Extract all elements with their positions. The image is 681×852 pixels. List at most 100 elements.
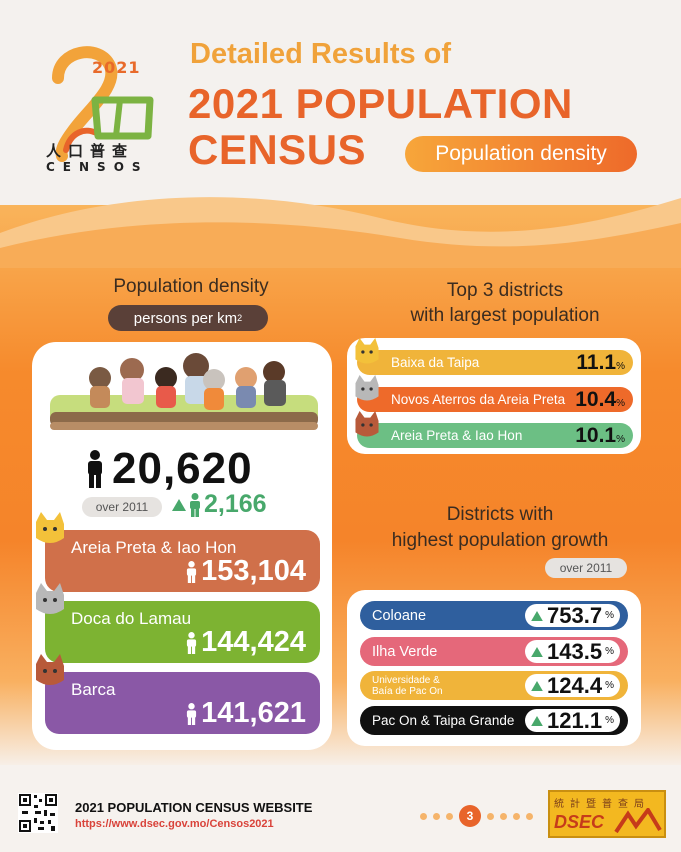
logo-censos-text: CENSOS: [46, 160, 149, 174]
growth-district-name: Coloane: [372, 607, 427, 624]
website-url-link[interactable]: https://www.dsec.gov.mo/Censos2021: [75, 818, 274, 830]
density-unit: persons per km: [133, 309, 238, 327]
up-arrow-icon: [531, 715, 543, 726]
top3-district-name: Baixa da Taipa: [391, 355, 480, 370]
qr-code[interactable]: [18, 793, 58, 833]
district-value: 153,104: [201, 555, 306, 587]
density-total-row: 20,620: [86, 444, 253, 494]
district-name: Barca: [71, 680, 116, 699]
page-dot: [446, 812, 453, 820]
person-icon: [187, 560, 197, 583]
district-value: 141,621: [201, 697, 306, 729]
density-title: Population density: [113, 276, 269, 297]
dsec-logo: 統計暨普查局 DSEC: [548, 790, 666, 838]
person-icon: [190, 492, 200, 517]
top3-title-line-1: Top 3 districts: [446, 280, 564, 301]
topic-pill: Population density: [405, 136, 637, 172]
density-over-label: over 2011: [82, 497, 162, 517]
growth-unit: %: [605, 680, 614, 691]
growth-value-box: 143.5%: [525, 638, 620, 664]
growth-title-line-2: highest population growth: [391, 530, 609, 551]
top3-value-row: 10.1%: [575, 424, 625, 448]
growth-bar: Universidade & Baía de Pac On 124.4%: [360, 671, 628, 700]
page-dot: [420, 812, 427, 820]
cat-icon: [36, 583, 64, 614]
growth-unit: %: [605, 610, 614, 621]
up-arrow-icon: [531, 610, 543, 621]
density-increase-row: 2,166: [172, 490, 267, 519]
growth-district-name-line-2: Baía de Pac On: [372, 685, 443, 697]
growth-value-box: 753.7%: [525, 602, 620, 628]
top3-title-line-2: with largest population: [410, 305, 600, 326]
page-indicator: 3: [420, 805, 533, 827]
growth-value: 121.1: [547, 707, 603, 733]
growth-unit: %: [605, 715, 614, 726]
top3-value: 10.4: [575, 387, 617, 411]
dsec-logo-chinese: 統計暨普查局: [554, 799, 650, 810]
top3-bar: Novos Aterros da Areia Preta 10.4%: [357, 387, 633, 412]
cat-icon: [355, 411, 379, 437]
growth-value: 753.7: [547, 602, 603, 628]
title-line-2: 2021 POPULATION: [188, 80, 573, 127]
density-increase: 2,166: [204, 490, 267, 518]
title-line-3: CENSUS: [188, 126, 367, 173]
growth-district-name: Universidade & Baía de Pac On: [372, 675, 443, 697]
growth-value: 143.5: [547, 638, 603, 664]
person-icon: [88, 450, 102, 488]
page-dot: [500, 812, 507, 820]
district-value-row: 144,424: [186, 626, 306, 659]
growth-value-box: 121.1%: [525, 707, 620, 733]
page-dot: [513, 812, 520, 820]
person-icon: [187, 631, 197, 654]
person-icon: [187, 702, 197, 725]
up-arrow-icon: [172, 498, 186, 511]
top3-value: 11.1: [576, 350, 617, 374]
growth-title-line-1: Districts with: [446, 504, 554, 525]
cat-icon: [355, 338, 379, 364]
growth-district-name: Ilha Verde: [372, 643, 438, 660]
growth-bar: Coloane 753.7%: [360, 601, 628, 630]
page-dot: [526, 812, 533, 820]
growth-bar: Pac On & Taipa Grande 121.1%: [360, 706, 628, 735]
growth-bar: Ilha Verde 143.5%: [360, 637, 628, 666]
logo-year: 2021: [92, 58, 141, 77]
growth-over-label: over 2011: [545, 558, 627, 578]
top3-district-name: Novos Aterros da Areia Preta: [391, 392, 566, 407]
district-card: Doca do Lamau 144,424: [45, 601, 320, 663]
title-line-1: Detailed Results of: [190, 38, 452, 70]
density-unit-pill: persons per km 2: [108, 305, 268, 331]
current-page: 3: [459, 805, 481, 827]
top3-title: Top 3 districts with largest population: [380, 278, 630, 328]
up-arrow-icon: [531, 646, 543, 657]
dsec-logo-text: DSEC: [554, 812, 605, 832]
district-value-row: 141,621: [186, 697, 306, 730]
top3-value-row: 11.1%: [576, 351, 625, 375]
top3-unit: %: [616, 397, 625, 409]
growth-title: Districts with highest population growth: [360, 502, 640, 554]
top3-bar: Areia Preta & Iao Hon 10.1%: [357, 423, 633, 448]
density-unit-sup: 2: [237, 313, 243, 323]
top3-unit: %: [616, 360, 625, 372]
logo-chinese-text: 人口普查: [46, 142, 135, 160]
cat-icon: [36, 654, 64, 685]
density-total: 20,620: [112, 444, 253, 493]
dsec-zigzag-icon: [614, 808, 662, 834]
top3-district-name: Areia Preta & Iao Hon: [391, 428, 523, 443]
district-name: Doca do Lamau: [71, 609, 192, 628]
page-dot: [487, 812, 494, 820]
growth-value: 124.4: [547, 672, 603, 698]
top3-value-row: 10.4%: [575, 388, 625, 412]
up-arrow-icon: [531, 680, 543, 691]
website-title: 2021 POPULATION CENSUS WEBSITE: [75, 800, 313, 815]
top3-value: 10.1: [575, 423, 617, 447]
district-card: Areia Preta & Iao Hon 153,104: [45, 530, 320, 592]
cat-icon: [36, 512, 64, 543]
growth-district-name-line-1: Universidade &: [372, 674, 440, 686]
district-value-row: 153,104: [186, 555, 306, 588]
page-dot: [433, 812, 440, 820]
growth-value-box: 124.4%: [525, 672, 620, 698]
district-value: 144,424: [201, 626, 306, 658]
growth-unit: %: [605, 646, 614, 657]
growth-district-name: Pac On & Taipa Grande: [372, 713, 515, 728]
top3-bar: Baixa da Taipa 11.1%: [357, 350, 633, 375]
